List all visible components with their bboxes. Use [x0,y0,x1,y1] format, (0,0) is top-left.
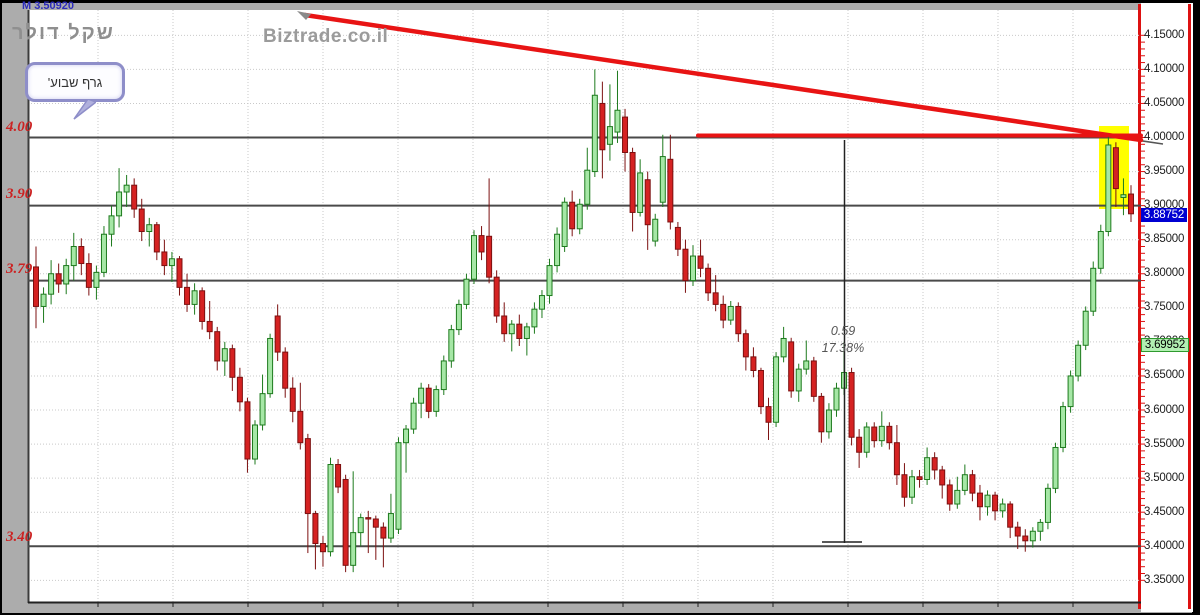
y-axis-label: 3.50000 [1144,471,1185,484]
y-axis-label: 4.10000 [1144,62,1185,75]
y-axis-label: 3.75000 [1144,301,1185,314]
axis-red-line-right [1188,4,1191,609]
y-axis-label: 3.55000 [1144,437,1185,450]
axis-red-line-left [1138,4,1141,609]
y-axis-label: 3.35000 [1144,573,1185,586]
y-axis-label: 3.80000 [1144,267,1185,280]
weekly-graph-callout: גרף שבוע' [25,62,125,102]
indicator-label: M 3.50920 [22,0,74,12]
y-axis-label: 4.00000 [1144,131,1185,143]
y-axis-label: 3.40000 [1144,539,1185,552]
callout-tail-icon [73,99,96,120]
y-axis-label: 3.45000 [1144,505,1185,518]
plot-area [28,10,1141,603]
price-axis-strip [1141,3,1193,612]
measure-value-label: 0.59 [830,324,856,338]
left-price-label-400: 4.00 [6,119,33,135]
last-price-badge: 3.88752 [1141,208,1187,222]
left-price-label-340: 3.40 [6,529,33,545]
left-price-label-379: 3.79 [6,261,33,277]
measure-percent-label: 17.38% [821,341,865,355]
left-price-label-390: 3.90 [6,186,33,202]
y-axis-label: 3.60000 [1144,403,1185,416]
y-axis-label: 3.85000 [1144,233,1185,246]
y-axis-label: 4.05000 [1144,96,1185,109]
y-axis-label: 3.65000 [1144,369,1185,382]
secondary-price-badge: 3.69952 [1141,338,1189,352]
y-axis-label: 3.95000 [1144,165,1185,178]
page-title: שקל דולר [12,22,115,44]
y-axis-label: 4.15000 [1144,28,1185,41]
watermark: Biztrade.co.il [263,26,389,47]
